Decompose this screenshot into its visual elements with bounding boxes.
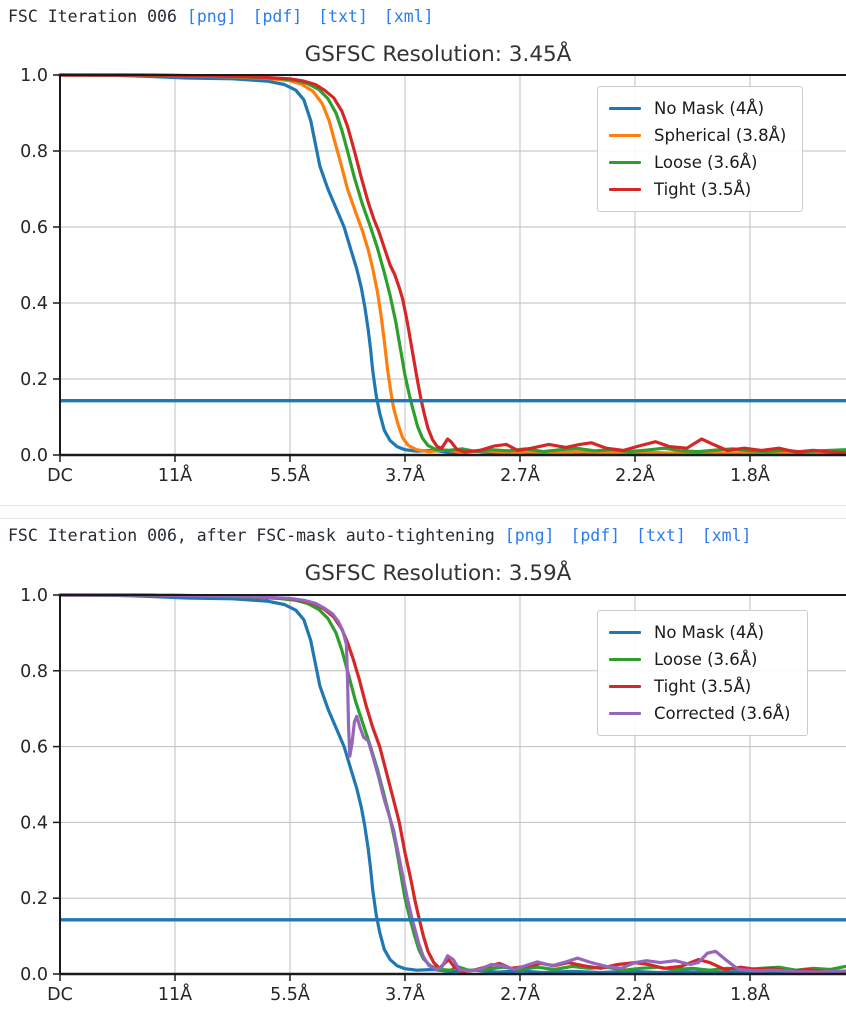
legend-item: Tight (3.5Å) [609,176,786,203]
x-tick-label: 2.7Å [500,464,540,486]
y-tick-label: 0.4 [20,294,48,314]
curve-tight-3-5 [58,73,846,455]
legend-line-swatch [609,712,641,715]
legend-label: No Mask (4Å) [654,623,765,642]
legend-label: Loose (3.6Å) [654,650,758,669]
y-tick-label: 0.2 [20,889,48,909]
x-tick-label: 11Å [158,464,192,486]
legend-line-swatch [609,658,641,661]
fsc-plot-2: DC 11Å 5.5Å 3.7Å 2.7Å 2.2Å 1.8Å 0.0 0.2 0.4 0.6 0.8… [20,559,846,1005]
y-tick-label: 0.8 [20,662,48,682]
legend-item: Loose (3.6Å) [609,646,791,673]
curve-corrected-3-6 [58,593,846,974]
download-link-png-2[interactable]: [png] [504,526,555,545]
legend-line-swatch [609,685,641,688]
legend-item: Loose (3.6Å) [609,149,786,176]
x-tick-label: 11Å [158,983,192,1005]
legend-label: No Mask (4Å) [654,99,765,118]
y-tick-label: 0.0 [20,446,48,466]
x-tick-label: DC [47,985,73,1005]
y-tick-label: 0.8 [20,142,48,162]
legend-item: Tight (3.5Å) [609,673,791,700]
legend-label: Spherical (3.8Å) [654,126,787,145]
legend-item: Spherical (3.8Å) [609,122,786,149]
figure-title-2: FSC Iteration 006, after FSC-mask auto-t… [8,526,495,545]
x-tick-label: DC [47,466,73,486]
legend-line-swatch [609,134,641,137]
download-link-xml-1[interactable]: [xml] [383,7,434,26]
y-tick-label: 0.2 [20,370,48,390]
fsc-chart-2: DC 11Å 5.5Å 3.7Å 2.7Å 2.2Å 1.8Å 0.0 0.2 0.4 0.6 0.8… [0,549,846,1024]
fsc-chart-1: DC 11Å 5.5Å 3.7Å 2.7Å 2.2Å 1.8Å 0.0 0.2 0.4 0.6 0.8… [0,30,846,505]
figure-title-1: FSC Iteration 006 [8,7,177,26]
y-tick-label: 0.0 [20,965,48,985]
x-tick-label: 1.8Å [730,464,770,486]
x-tick-label: 2.7Å [500,983,540,1005]
figure-header-1: FSC Iteration 006 [png] [pdf] [txt] [xml] [0,0,846,30]
legend-line-swatch [609,161,641,164]
legend-line-swatch [609,107,641,110]
x-tick-label: 5.5Å [270,983,310,1005]
figure-header-2: FSC Iteration 006, after FSC-mask auto-t… [0,519,846,549]
legend-label: Corrected (3.6Å) [654,704,791,723]
y-tick-label: 0.4 [20,813,48,833]
legend-line-swatch [609,631,641,634]
legend-line-swatch [609,188,641,191]
y-tick-label: 1.0 [20,586,48,606]
legend-label: Tight (3.5Å) [654,180,752,199]
legend-item: Corrected (3.6Å) [609,700,791,727]
chart-title: GSFSC Resolution: 3.59Å [305,559,572,586]
legend-label: Loose (3.6Å) [654,153,758,172]
fsc-plot-1: DC 11Å 5.5Å 3.7Å 2.7Å 2.2Å 1.8Å 0.0 0.2 0.4 0.6 0.8… [20,40,846,486]
x-tick-label: 3.7Å [385,983,425,1005]
curve-loose-3-6 [58,73,846,454]
y-tick-label: 0.6 [20,218,48,238]
x-tick-label: 3.7Å [385,464,425,486]
chart-legend-2: No Mask (4Å) Loose (3.6Å) Tight (3.5Å) Corr… [597,610,808,736]
x-tick-label: 2.2Å [615,983,655,1005]
download-link-pdf-1[interactable]: [pdf] [252,7,303,26]
download-link-txt-1[interactable]: [txt] [318,7,368,26]
legend-item: No Mask (4Å) [609,95,786,122]
y-tick-label: 1.0 [20,66,48,86]
chart-legend-1: No Mask (4Å) Spherical (3.8Å) Loose (3.6Å)… [597,86,804,212]
legend-label: Tight (3.5Å) [654,677,752,696]
download-link-pdf-2[interactable]: [pdf] [570,526,621,545]
curve-no-mask-4 [58,593,846,975]
download-link-txt-2[interactable]: [txt] [636,526,686,545]
x-tick-label: 2.2Å [615,464,655,486]
chart-title: GSFSC Resolution: 3.45Å [305,40,572,67]
download-link-png-1[interactable]: [png] [186,7,237,26]
legend-item: No Mask (4Å) [609,619,791,646]
x-tick-label: 5.5Å [270,464,310,486]
y-tick-label: 0.6 [20,738,48,758]
download-link-xml-2[interactable]: [xml] [701,526,752,545]
section-divider [0,505,846,519]
x-tick-label: 1.8Å [730,983,770,1005]
